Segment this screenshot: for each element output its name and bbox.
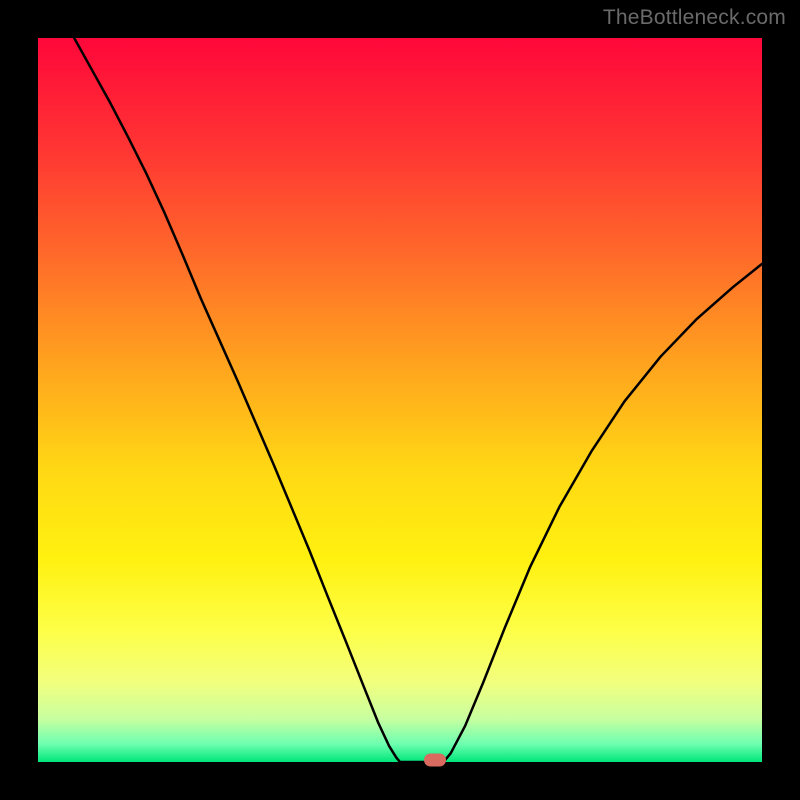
plot-area <box>38 38 762 762</box>
bottleneck-curve <box>38 38 762 762</box>
watermark-text: TheBottleneck.com <box>603 6 786 30</box>
optimal-point-marker <box>424 753 446 766</box>
bottleneck-curve-path <box>74 38 762 762</box>
chart-frame: TheBottleneck.com <box>0 0 800 800</box>
